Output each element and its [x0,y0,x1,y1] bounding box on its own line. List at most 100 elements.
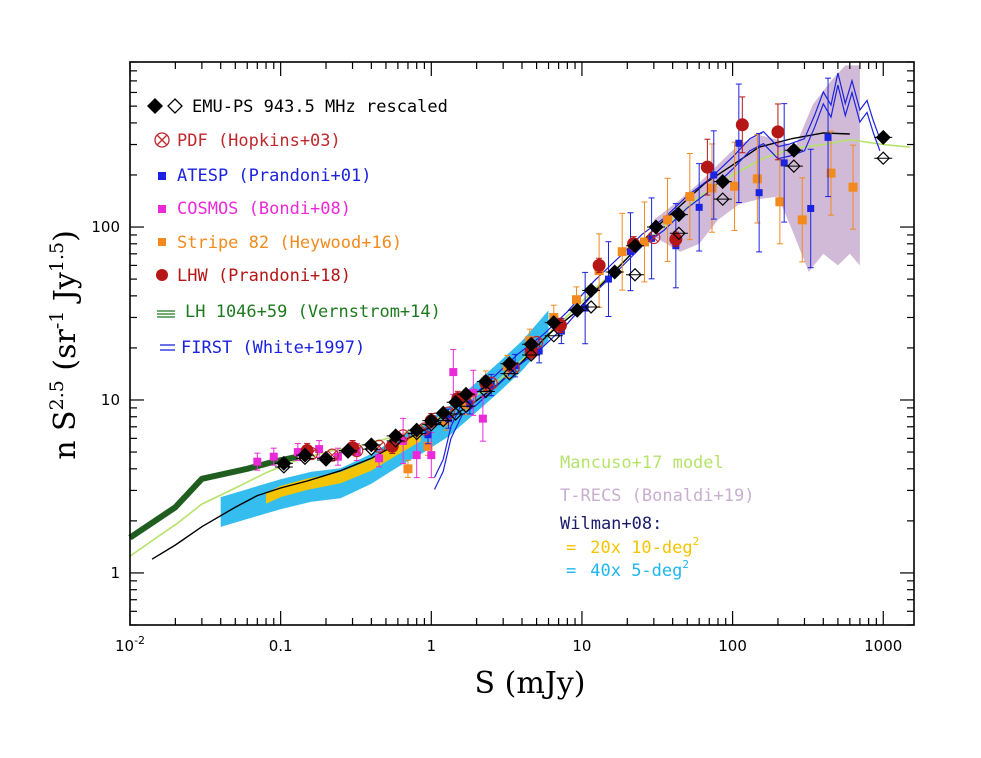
stripe82-point-19 [826,168,836,178]
trecs-band [653,65,860,272]
atesp-point-17 [807,204,815,212]
legend-emu: EMU-PS 943.5 MHz rescaled [192,97,448,117]
data-points [253,77,893,479]
legend-wilman: Wilman+08: [560,514,662,534]
cosmos-point-1 [269,452,278,461]
stripe82-point-14 [707,183,717,193]
lhw-point-12 [735,118,749,132]
cosmos-point-9 [427,451,436,460]
emu-filled-point-9 [448,394,464,410]
legend-stripe82: Stripe 82 (Heywood+16) [177,233,402,253]
atesp-point-15 [755,189,763,197]
legend-marker-cosmos [158,205,166,213]
emu-open-point-12 [502,366,517,381]
stripe82-point-8 [571,295,581,305]
emu-filled-point-7 [423,413,439,429]
cosmos-point-0 [253,457,262,466]
emu-filled-point-0 [276,455,292,471]
legend-atesp: ATESP (Prandoni+01) [177,166,371,186]
emu-filled-point-11 [478,373,494,389]
atesp-point-16 [780,159,788,167]
emu-open-point-8 [436,413,451,428]
emu-open-point-10 [459,399,473,414]
lhw-point-13 [771,125,785,139]
model-bands [220,65,860,527]
emu-filled-point-2 [318,450,334,466]
lh1046-curve [128,453,299,541]
emu-filled-point-20 [671,207,687,223]
cosmos-point-10 [449,368,458,377]
stripe82-point-0 [403,464,413,474]
x-tick-label-1: 0.1 [269,637,293,655]
emu-open-point-16 [628,267,642,282]
emu-open-point-20 [876,151,891,166]
cosmos-point-6 [375,454,384,463]
legend-wilman-20x: = 20x 10-deg2 [566,535,699,558]
legend-marker-lh1046 [157,310,175,318]
x-axis-label: S (mJy) [475,666,586,701]
x-tick-label-5: 1000 [864,637,902,655]
stripe82-point-1 [423,441,433,451]
legend-lh1046: LH 1046+59 (Vernstrom+14) [185,302,441,322]
stripe82-point-17 [775,197,785,207]
emu-filled-point-3 [340,443,356,459]
emu-filled-point-8 [435,405,451,421]
emu-filled-point-19 [648,219,664,235]
atesp-point-8 [604,275,612,283]
axis-ticks [129,61,914,626]
stripe82-point-12 [663,215,673,225]
legend-marker-pdf [154,132,170,148]
atesp-point-14 [735,139,743,147]
emu-open-point-19 [786,159,801,173]
first-curve-upper [433,72,881,478]
cosmos-point-2 [293,448,302,457]
y-tick-label-1: 10 [101,391,120,409]
stripe82-point-10 [617,247,627,257]
emu-filled-point-13 [523,336,539,352]
atesp-point-12 [695,203,703,211]
atesp-point-7 [581,304,589,312]
legend-marker-first [160,344,175,351]
tick-labels: 10-2 0.1 1 10 100 1000 1 10 100 [91,218,902,655]
x-tick-label-0: 10-2 [115,634,145,655]
emu-filled-point-23 [875,129,891,145]
emu-filled-point-18 [627,238,643,254]
legend-marker-atesp [158,172,166,180]
x-tick-label-2: 1 [427,637,437,655]
emu-open-point-14 [546,328,561,343]
stripe82-point-18 [797,215,807,225]
stripe82-point-13 [685,192,695,202]
atesp-point-0 [424,431,432,439]
cosmos-point-11 [469,388,478,397]
stripe82-point-15 [730,181,740,191]
emu-open-point-15 [584,300,598,314]
emu-filled-point-10 [458,386,474,402]
emu-open-point-17 [672,226,686,241]
cosmos-point-3 [315,445,324,454]
emu-filled-point-4 [363,437,379,453]
atesp-point-5 [535,347,543,355]
emu-filled-point-1 [297,447,313,463]
atesp-point-9 [626,248,634,256]
lhw-point-10 [669,232,683,246]
emu-filled-point-22 [786,142,802,158]
stripe82-point-16 [752,174,762,184]
wilman-20x-band [266,430,421,504]
emu-open-point-11 [478,384,493,399]
x-tick-label-3: 10 [572,637,591,655]
legend: EMU-PS 943.5 MHz rescaled PDF (Hopkins+0… [147,97,448,358]
emu-open-point-18 [715,192,730,206]
y-axis-label: n S2.5 (sr-1 Jy1.5) [46,230,83,460]
models-legend: Mancuso+17 model T-RECS (Bonaldi+19) Wil… [560,453,754,581]
x-tick-label-4: 100 [718,637,747,655]
legend-mancuso: Mancuso+17 model [560,453,724,473]
atesp-point-10 [648,234,656,242]
emu-filled-point-6 [409,422,425,438]
emu-filled-point-14 [546,315,562,331]
cosmos-point-12 [478,414,487,423]
atesp-point-18 [824,133,832,141]
emu-open-point-13 [524,348,538,362]
legend-cosmos: COSMOS (Bondi+08) [177,199,351,219]
stripe82-point-20 [848,182,858,192]
y-tick-label-2: 100 [91,218,120,236]
